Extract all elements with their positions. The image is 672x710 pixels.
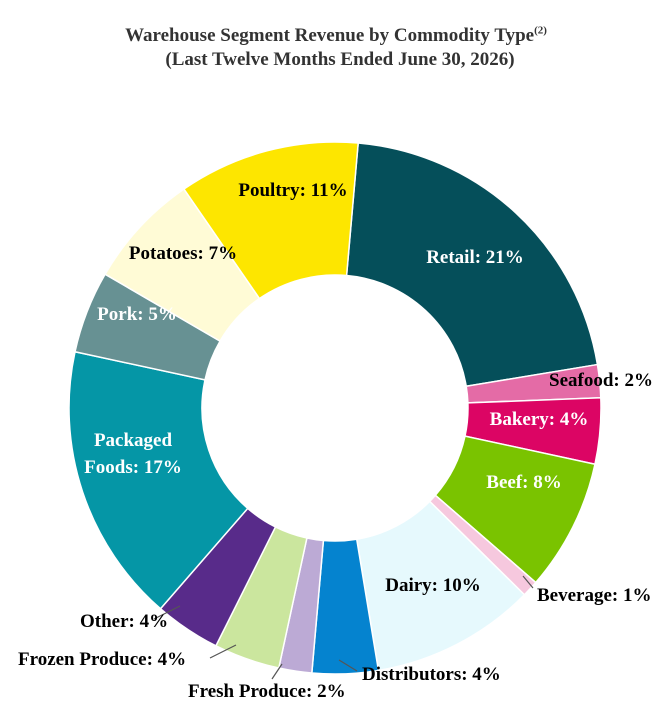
label-seafood: Seafood: 2% — [549, 370, 653, 391]
label-poultry: Poultry: 11% — [238, 180, 347, 201]
chart-title-block: Warehouse Segment Revenue by Commodity T… — [0, 24, 672, 72]
label-retail: Retail: 21% — [426, 247, 524, 268]
slice-packaged-foods — [68, 350, 249, 610]
label-beef: Beef: 8% — [486, 472, 561, 493]
chart-subtitle: (Last Twelve Months Ended June 30, 2026) — [165, 49, 515, 70]
label-packaged-foods: Packaged Foods: 17% — [84, 430, 182, 478]
label-distributors: Distributors: 4% — [362, 664, 501, 685]
leader-line-beverage — [522, 575, 534, 589]
leader-line-distributors — [338, 659, 358, 672]
leader-line-other — [153, 605, 181, 620]
leader-line-frozen-produce — [209, 644, 237, 659]
label-pork: Pork: 5% — [97, 304, 177, 325]
title-footnote-marker: (2) — [534, 24, 547, 37]
label-other: Other: 4% — [80, 611, 168, 632]
label-beverage: Beverage: 1% — [537, 585, 651, 606]
label-potatoes: Potatoes: 7% — [129, 243, 237, 264]
leader-line-fresh-produce — [271, 663, 283, 680]
chart-title: Warehouse Segment Revenue by Commodity T… — [125, 25, 535, 46]
label-bakery: Bakery: 4% — [490, 409, 589, 430]
chart-title-line: Warehouse Segment Revenue by Commodity T… — [0, 24, 672, 48]
slice-poultry — [182, 141, 359, 300]
slice-retail — [345, 142, 599, 388]
label-fresh-produce: Fresh Produce: 2% — [188, 681, 346, 702]
label-frozen-produce: Frozen Produce: 4% — [18, 649, 186, 670]
label-dairy: Dairy: 10% — [385, 575, 481, 596]
